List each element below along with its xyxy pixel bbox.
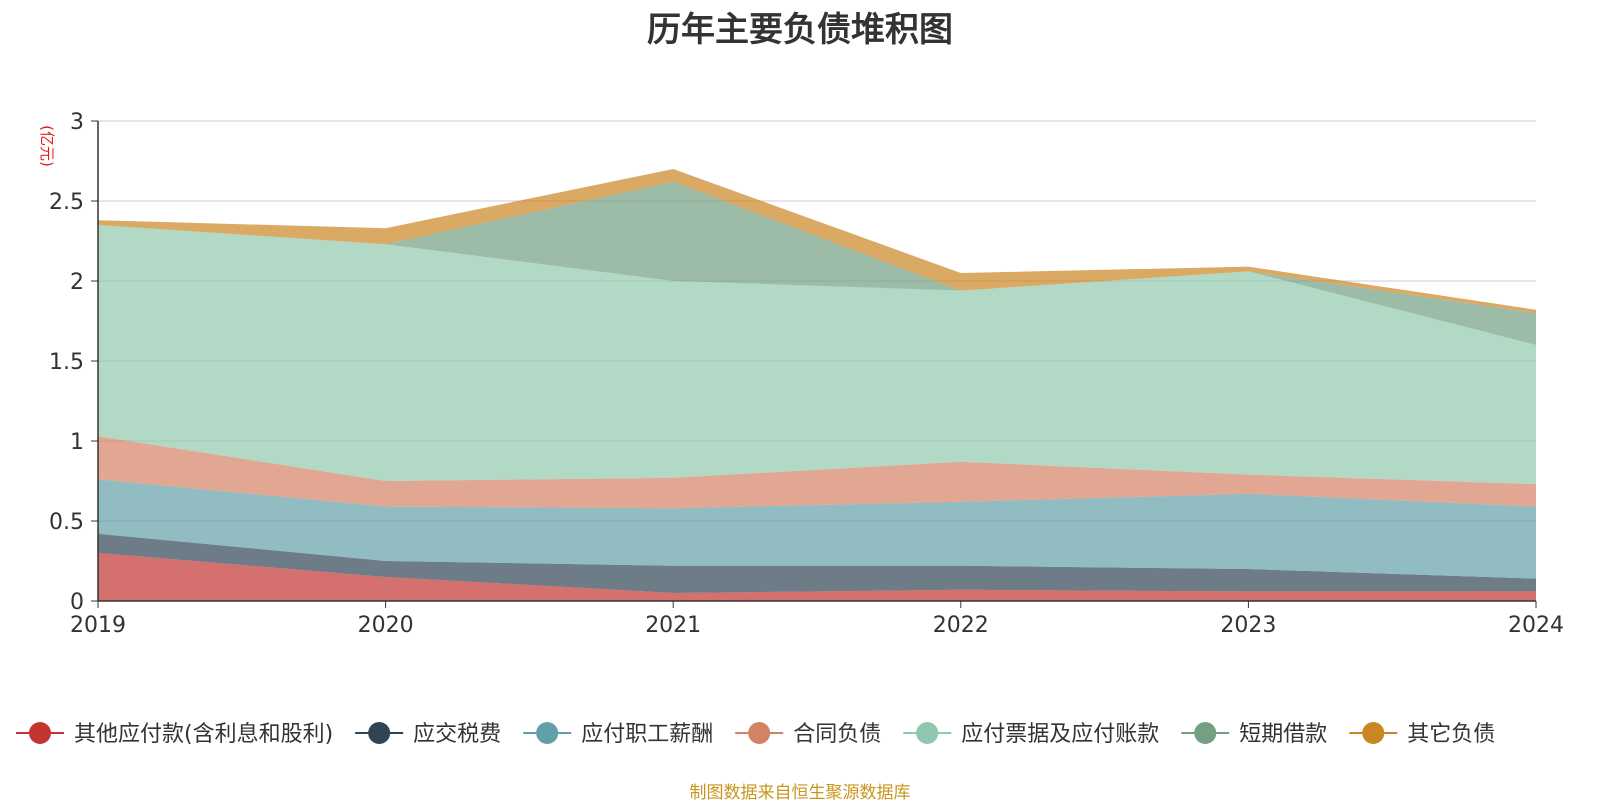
x-tick-label: 2022 (933, 613, 989, 638)
axes: 0 0.5 1 1.5 2 2.5 3 2019 2020 2021 2022 2023 2024 (亿元… (38, 110, 1564, 638)
legend-marker (916, 722, 939, 744)
legend-marker (368, 722, 391, 744)
legend-label: 短期借款 (1239, 722, 1327, 747)
area-series-1 (98, 533, 1536, 593)
chart-title: 历年主要负债堆积图 (647, 10, 953, 50)
y-axis-label: (亿元) (38, 125, 56, 167)
legend-label: 应交税费 (413, 722, 501, 747)
area-series-2 (98, 479, 1536, 579)
legend-item-2: 应付职工薪酬 (523, 722, 713, 747)
legend: 其他应付款(含利息和股利) 应交税费 应付职工薪酬 合同负债 应付票据及应付账款 短期借款… (16, 722, 1495, 747)
area-series-5 (98, 181, 1536, 345)
y-tick-label: 1.5 (49, 350, 84, 375)
area-series (98, 169, 1536, 601)
legend-label: 其他应付款(含利息和股利) (74, 722, 333, 747)
legend-item-1: 应交税费 (355, 722, 501, 747)
x-tick-label: 2021 (645, 613, 701, 638)
legend-item-3: 合同负债 (735, 722, 881, 747)
y-tick-label: 2.5 (49, 190, 84, 215)
y-tick-label: 2 (70, 270, 84, 295)
y-tick-label: 1 (70, 430, 84, 455)
legend-label: 合同负债 (793, 722, 881, 747)
x-tick-label: 2024 (1508, 613, 1564, 638)
legend-item-0: 其他应付款(含利息和股利) (16, 722, 333, 747)
y-tick-label: 0.5 (49, 510, 84, 535)
legend-item-5: 短期借款 (1181, 722, 1327, 747)
x-tick-label: 2020 (358, 613, 414, 638)
area-series-6 (98, 169, 1536, 313)
legend-label: 其它负债 (1407, 722, 1495, 747)
y-tick-label: 0 (70, 590, 84, 615)
legend-marker (536, 722, 559, 744)
x-tick-label: 2019 (70, 613, 126, 638)
legend-label: 应付票据及应付账款 (961, 722, 1159, 747)
y-tick-label: 3 (70, 110, 84, 135)
legend-marker (1194, 722, 1217, 744)
legend-marker (1362, 722, 1385, 744)
legend-label: 应付职工薪酬 (581, 722, 713, 747)
legend-item-6: 其它负债 (1349, 722, 1495, 747)
area-series-0 (98, 553, 1536, 601)
legend-marker (29, 722, 51, 744)
legend-marker (748, 722, 771, 744)
x-tick-label: 2023 (1220, 613, 1276, 638)
area-series-3 (98, 436, 1536, 509)
area-series-4 (98, 225, 1536, 485)
source-note: 制图数据来自恒生聚源数据库 (689, 783, 911, 803)
legend-item-4: 应付票据及应付账款 (903, 722, 1159, 747)
